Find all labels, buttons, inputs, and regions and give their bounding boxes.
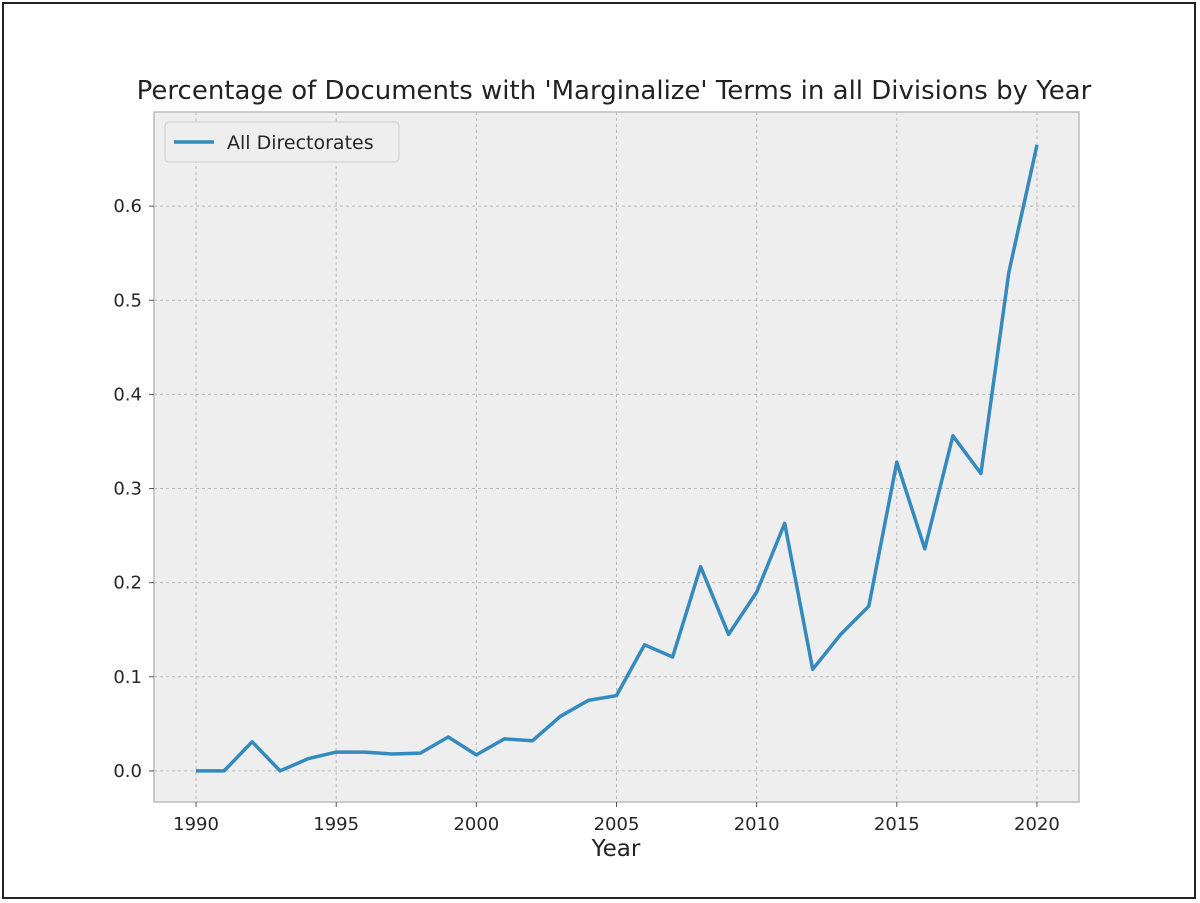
legend: All Directorates <box>164 121 400 163</box>
x-tick-label: 2005 <box>594 814 640 835</box>
y-tick-label: 0.2 <box>113 573 142 594</box>
x-tick-label: 1995 <box>313 814 359 835</box>
grid-lines <box>154 112 1079 802</box>
x-tick-label: 2010 <box>734 814 780 835</box>
x-axis-label: Year <box>591 836 641 862</box>
y-tick-label: 0.6 <box>113 196 142 217</box>
x-tick-label: 1990 <box>173 814 219 835</box>
axis-ticks: 1990 1995 2000 2005 2010 2015 2020 0.0 0.1 0.2 0.3… <box>113 196 1060 835</box>
line-chart: Percentage of Documents with 'Marginaliz… <box>113 76 1092 862</box>
y-tick-label: 0.3 <box>113 479 142 500</box>
x-tick-label: 2015 <box>874 814 920 835</box>
y-tick-label: 0.5 <box>113 290 142 311</box>
series-layer <box>196 144 1039 773</box>
y-tick-label: 0.4 <box>113 384 142 405</box>
series-line <box>196 144 1039 773</box>
x-tick-label: 2020 <box>1014 814 1060 835</box>
x-tick-label: 2000 <box>453 814 499 835</box>
y-tick-label: 0.0 <box>113 761 142 782</box>
legend-box <box>164 121 400 163</box>
legend-label: All Directorates <box>227 132 374 154</box>
y-tick-label: 0.1 <box>113 667 142 688</box>
chart-title: Percentage of Documents with 'Marginaliz… <box>137 76 1092 106</box>
